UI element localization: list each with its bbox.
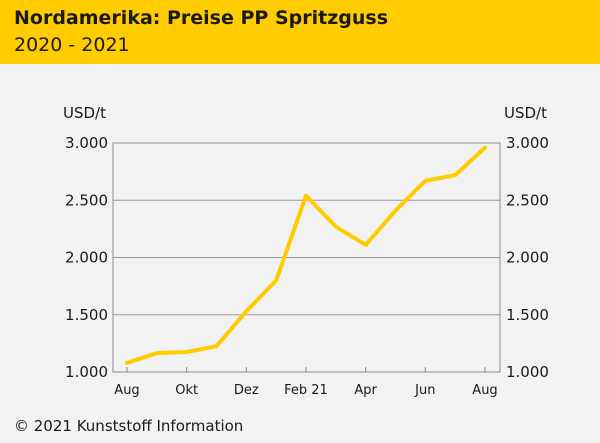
data-point: [214, 344, 219, 348]
y-tick-label-left: 1.000: [65, 363, 108, 381]
data-point: [244, 309, 248, 313]
data-point: [423, 179, 427, 183]
price-series-line: [125, 145, 487, 365]
y-axis-unit-right: USD/t: [504, 104, 547, 122]
y-tick-label-right: 3.000: [506, 134, 549, 152]
y-ticks-left: 1.000 1.500 2.000 2.500 3.000: [65, 134, 108, 381]
chart-subtitle: 2020 - 2021: [14, 34, 130, 56]
x-tick-label: Jun: [414, 383, 435, 398]
header-bar: Nordamerika: Preise PP Spritzguss 2020 -…: [0, 0, 600, 64]
x-tick-label: Okt: [175, 383, 198, 398]
y-ticks-right: 1.000 1.500 2.000 2.500 3.000: [506, 134, 549, 381]
copyright-notice: © 2021 Kunststoff Information: [14, 417, 244, 435]
data-point: [155, 351, 159, 355]
x-tick-label: Aug: [472, 383, 497, 398]
data-point: [125, 361, 129, 365]
data-point: [453, 173, 457, 177]
x-ticks: Aug Okt Dez Feb 21 Apr Jun Aug: [114, 367, 498, 398]
y-axis-unit-left: USD/t: [63, 104, 106, 122]
chart-title: Nordamerika: Preise PP Spritzguss: [14, 7, 389, 29]
y-tick-label-right: 1.500: [506, 306, 549, 324]
x-tick-label: Feb 21: [284, 383, 328, 398]
y-tick-label-left: 2.000: [65, 249, 108, 267]
data-point: [393, 208, 398, 213]
data-point: [274, 278, 278, 282]
x-tick-label: Dez: [234, 383, 259, 398]
y-tick-label-right: 2.000: [506, 249, 549, 267]
y-tick-label-right: 1.000: [506, 363, 549, 381]
x-tick-label: Apr: [354, 383, 377, 398]
x-tick-label: Aug: [114, 383, 139, 398]
y-tick-label-left: 2.500: [65, 191, 108, 209]
data-points: [125, 145, 487, 365]
data-point: [483, 145, 487, 150]
data-point: [304, 194, 308, 198]
y-tick-label-left: 1.500: [65, 306, 108, 324]
data-point: [334, 224, 338, 229]
y-tick-label-right: 2.500: [506, 191, 549, 209]
data-point: [185, 350, 189, 354]
data-point: [364, 243, 368, 247]
y-tick-label-left: 3.000: [65, 134, 108, 152]
grid-lines: [113, 199, 500, 316]
